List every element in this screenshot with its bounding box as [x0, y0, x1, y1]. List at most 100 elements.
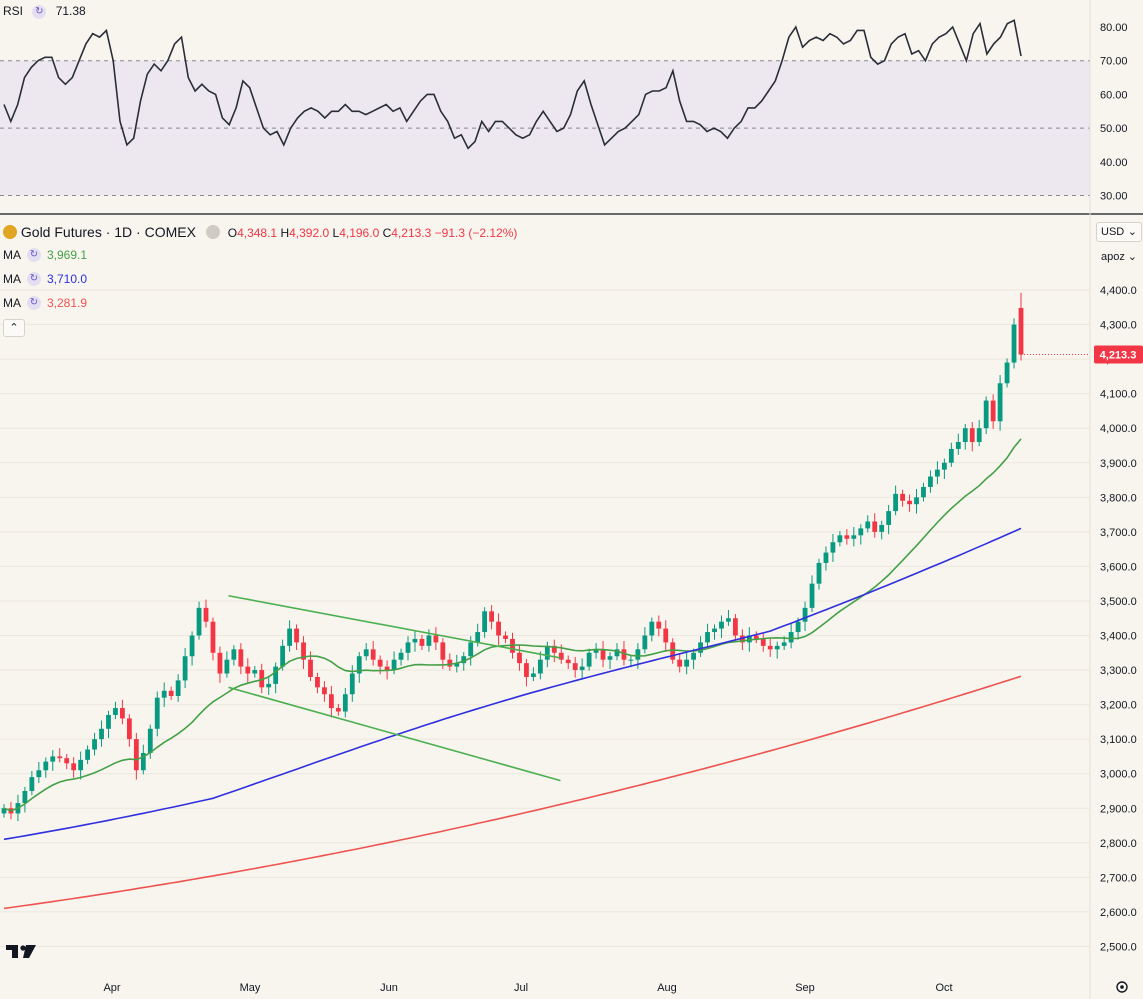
month-tick-label: Apr	[103, 982, 120, 994]
collapse-legend-button[interactable]: ⌃	[3, 319, 25, 337]
candle-body	[328, 694, 334, 709]
candle-body	[454, 663, 460, 667]
ma-value: 3,969.1	[47, 248, 88, 262]
price-tick-label: 4,100.0	[1100, 389, 1137, 401]
candle-body	[767, 645, 773, 650]
candle-body	[64, 758, 70, 764]
open-value: 4,348.1	[237, 226, 278, 240]
price-tick-label: 4,300.0	[1100, 320, 1137, 332]
rsi-tick-label: 30.00	[1100, 191, 1128, 203]
symbol-legend: Gold Futures · 1D · COMEX O4,348.1 H4,39…	[3, 224, 517, 241]
candle-body	[489, 611, 495, 622]
candle-body	[217, 652, 223, 674]
candle-body	[976, 428, 982, 443]
candle-body	[635, 649, 641, 660]
candle-body	[983, 400, 989, 429]
rsi-label: RSI	[3, 4, 24, 18]
candle-body	[168, 690, 174, 696]
candle-body	[370, 649, 376, 660]
candle-body	[231, 649, 237, 660]
candle-body	[558, 652, 564, 660]
candle-body	[301, 642, 306, 660]
candle-body	[746, 635, 752, 643]
candle-body	[106, 714, 111, 729]
candle-body	[342, 694, 348, 712]
candle-body	[36, 770, 42, 778]
refresh-icon[interactable]: ↻	[27, 272, 41, 286]
candle-body	[175, 680, 181, 696]
candle-body	[1004, 362, 1010, 384]
ma-legend-1[interactable]: MA ↻ 3,969.1	[3, 248, 87, 262]
candle-body	[907, 500, 912, 505]
rsi-value: 71.38	[55, 4, 86, 18]
trendline	[228, 686, 561, 782]
ma-legend-3[interactable]: MA ↻ 3,281.9	[3, 296, 87, 310]
candle-body	[384, 666, 390, 671]
candle-body	[92, 739, 97, 750]
candle-body	[941, 462, 947, 470]
candle-body	[726, 618, 731, 622]
market-status-icon	[205, 225, 220, 239]
candle-body	[203, 607, 209, 622]
candle-body	[900, 493, 905, 501]
candle-body	[809, 583, 815, 608]
candle-body	[245, 666, 251, 674]
candle-body	[475, 632, 481, 643]
price-tick-label: 4,000.0	[1100, 423, 1137, 435]
candle-body	[544, 645, 550, 660]
refresh-icon[interactable]: ↻	[32, 4, 47, 19]
symbol-title[interactable]: Gold Futures · 1D · COMEX	[20, 224, 196, 240]
scale-mode-label: apoz	[1101, 251, 1125, 263]
low-label: L	[332, 226, 340, 240]
candle-body	[893, 493, 899, 512]
refresh-icon[interactable]: ↻	[27, 248, 41, 262]
high-value: 4,392.0	[289, 226, 330, 240]
price-tick-label: 4,400.0	[1100, 285, 1137, 297]
candle-body	[823, 552, 829, 563]
candle-body	[294, 628, 299, 643]
candle-body	[126, 718, 132, 740]
month-tick-label: Oct	[935, 982, 952, 994]
candle-body	[147, 728, 153, 753]
candle-body	[795, 621, 801, 633]
candle-body	[565, 659, 571, 664]
price-tick-label: 2,700.0	[1100, 872, 1137, 884]
tradingview-logo	[6, 945, 36, 958]
candle-body	[921, 486, 926, 498]
candle-body	[760, 638, 766, 646]
gear-icon-ring	[1116, 981, 1128, 993]
chevron-up-icon: ⌃	[9, 322, 19, 334]
candle-body	[837, 535, 843, 543]
candle-body	[29, 777, 35, 791]
chevron-down-icon: ⌄	[1127, 226, 1137, 238]
gold-coin-icon	[3, 225, 17, 239]
candle-body	[363, 649, 369, 657]
ma-line-green	[3, 438, 1022, 812]
candle-body	[315, 676, 320, 688]
candle-body	[43, 761, 49, 771]
price-tick-label: 3,100.0	[1100, 734, 1137, 746]
price-tick-label: 3,700.0	[1100, 527, 1137, 539]
candle-body	[405, 642, 411, 653]
candle-body	[496, 621, 501, 636]
candle-body	[161, 690, 167, 698]
candle-body	[335, 708, 341, 712]
currency-label: USD	[1101, 226, 1125, 238]
candle-body	[85, 749, 90, 760]
scale-mode-select[interactable]: apoz ⌄	[1096, 247, 1142, 267]
candle-body	[391, 659, 397, 671]
logo-mark	[23, 945, 36, 958]
gear-icon[interactable]	[1116, 981, 1128, 993]
candle-body	[468, 642, 474, 657]
candle-body	[879, 524, 885, 532]
currency-select[interactable]: USD ⌄	[1096, 222, 1142, 242]
rsi-tick-label: 70.00	[1100, 56, 1128, 68]
price-tag	[1094, 345, 1143, 364]
ma-legend-2[interactable]: MA ↻ 3,710.0	[3, 272, 87, 286]
month-tick-label: Sep	[795, 982, 815, 994]
refresh-icon[interactable]: ↻	[27, 296, 41, 310]
candle-body	[503, 635, 508, 639]
change-value: −91.3 (−2.12%)	[434, 226, 518, 240]
month-tick-label: Jun	[380, 982, 398, 994]
